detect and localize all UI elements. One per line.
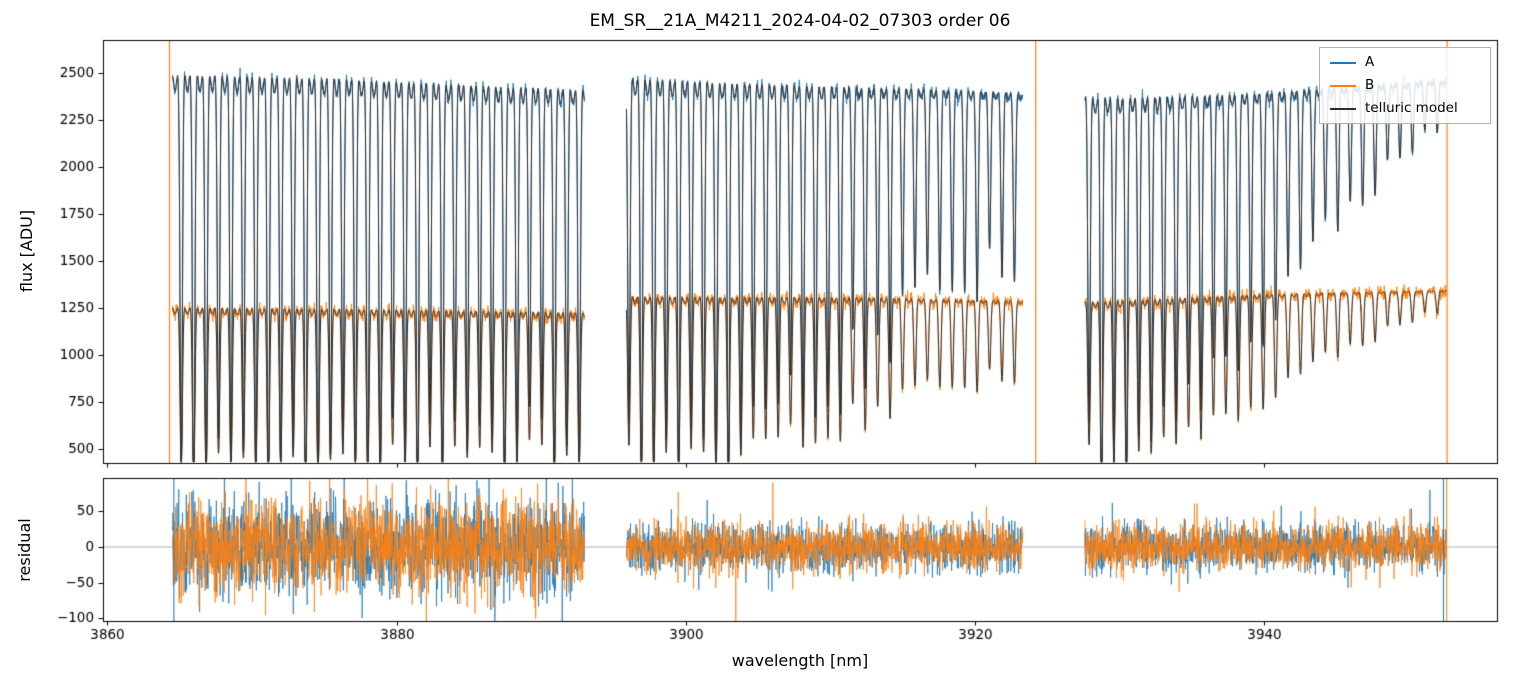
legend-label-telluric-model: telluric model	[1365, 100, 1458, 116]
legend-line-a	[1330, 61, 1356, 64]
legend: A B telluric model	[1319, 47, 1491, 124]
x-axis-label: wavelength [nm]	[731, 651, 869, 670]
legend-label-a: A	[1365, 54, 1375, 70]
y-axis-label-flux: flux [ADU]	[17, 209, 36, 293]
legend-entry-b: B	[1330, 78, 1480, 93]
legend-line-telluric-model	[1330, 107, 1356, 110]
chart-title: EM_SR__21A_M4211_2024-04-02_07303 order …	[589, 11, 1011, 31]
legend-line-b	[1330, 84, 1356, 87]
legend-entry-telluric-model: telluric model	[1330, 101, 1480, 116]
legend-entry-a: A	[1330, 55, 1480, 70]
legend-label-b: B	[1365, 77, 1375, 93]
y-axis-label-residual: residual	[15, 518, 34, 582]
